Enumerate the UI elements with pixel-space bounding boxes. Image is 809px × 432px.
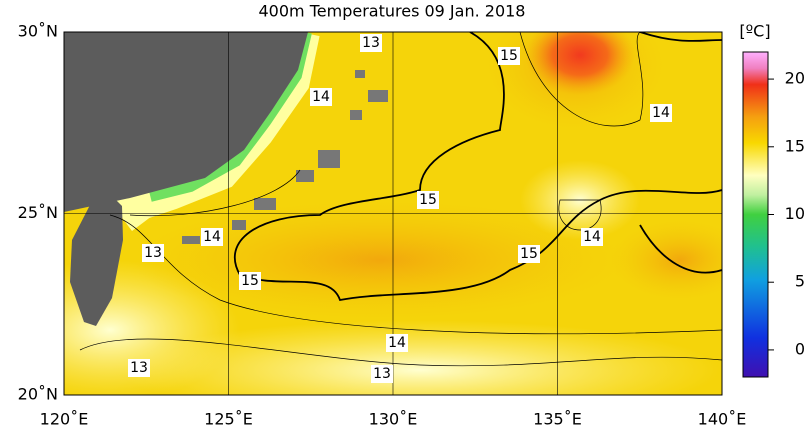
contour-label: 14: [203, 229, 221, 245]
contour-label: 13: [362, 35, 380, 51]
colorbar-tick-label: 5: [795, 272, 805, 291]
contour-label: 15: [500, 48, 518, 64]
contour-label: 13: [130, 360, 148, 376]
contour-label-box: [650, 104, 672, 122]
contour-label-box: [518, 245, 540, 263]
colorbar-tick-label: 15: [785, 136, 805, 155]
x-tick-label: 125˚E: [204, 410, 253, 429]
contour-label: 14: [652, 105, 670, 121]
x-tick-label: 130˚E: [369, 410, 418, 429]
contour-label-box: [498, 47, 520, 65]
map-title: 400m Temperatures 09 Jan. 2018: [259, 2, 526, 21]
colorbar-unit: [ºC]: [739, 22, 770, 41]
contour-label-box: [142, 244, 164, 262]
contour-label-box: [417, 191, 439, 209]
contour-label-box: [386, 334, 408, 352]
contour-label-box: [201, 228, 223, 246]
contour-label: 14: [583, 229, 601, 245]
map-field: [64, 32, 722, 395]
contour-label-box: [128, 359, 150, 377]
y-tick-label: 30˚N: [18, 22, 58, 41]
contour-label-box: [239, 272, 261, 290]
contour-label-box: [371, 365, 393, 383]
y-tick-label: 25˚N: [18, 203, 58, 222]
contour-label-box: [310, 88, 332, 106]
colorbar-tick-label: 0: [795, 339, 805, 358]
x-tick-label: 120˚E: [40, 410, 89, 429]
contour-label-box: [581, 228, 603, 246]
colorbar-tick-label: 10: [785, 204, 805, 223]
contour-label: 15: [241, 273, 259, 289]
y-tick-label: 20˚N: [18, 385, 58, 404]
contour-label: 13: [144, 245, 162, 261]
colorbar-tick-label: 20: [785, 69, 805, 88]
contour-label: 15: [520, 246, 538, 262]
x-tick-label: 135˚E: [533, 410, 582, 429]
contour-label: 13: [373, 366, 391, 382]
x-tick-label: 140˚E: [698, 410, 747, 429]
contour-label-box: [360, 34, 382, 52]
colorbar: [742, 51, 769, 378]
contour-label: 14: [388, 335, 406, 351]
contour-label: 15: [419, 192, 437, 208]
contour-label: 14: [312, 89, 330, 105]
